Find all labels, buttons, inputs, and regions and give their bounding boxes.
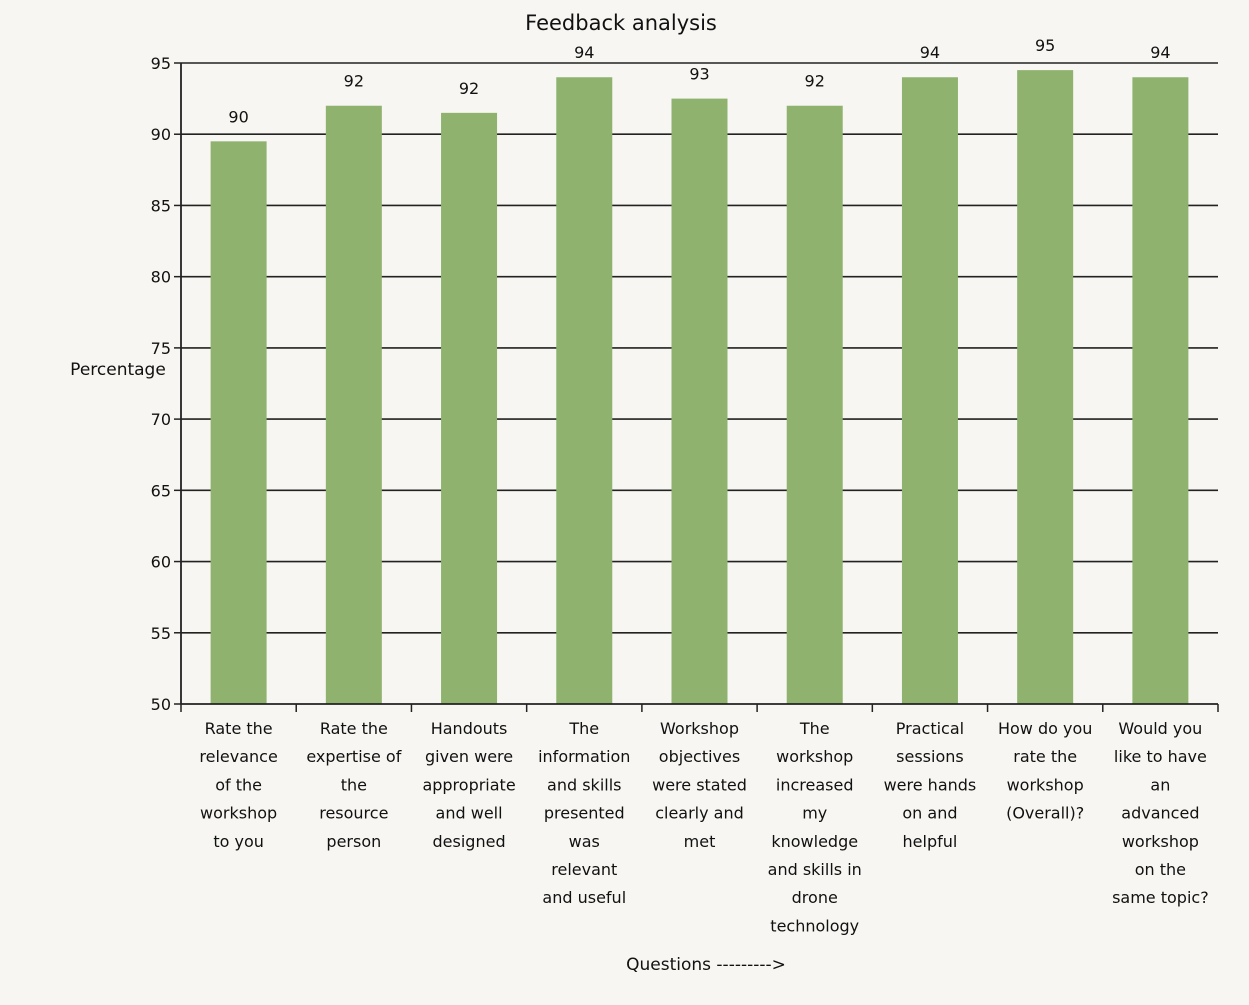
bar — [901, 77, 958, 704]
y-tick-label: 70 — [151, 410, 171, 429]
data-label: 94 — [574, 43, 594, 62]
y-tick-label: 65 — [151, 481, 171, 500]
bar — [210, 141, 267, 704]
bar — [1017, 70, 1074, 705]
y-tick-label: 55 — [151, 624, 171, 643]
y-tick-label: 60 — [151, 553, 171, 572]
data-label: 94 — [1150, 43, 1170, 62]
labels: 90 92 92 94 93 92 94 95 94 Rate the relevance of th… — [199, 36, 1208, 935]
x-tick-label: Handouts given were appropriate and well des… — [422, 719, 515, 851]
x-tick-label: Would you like to have an advanced workshop o… — [1112, 719, 1209, 907]
x-tick-label: The workshop increased my knowledge and skill… — [768, 719, 862, 935]
bar — [441, 112, 498, 705]
bar — [671, 98, 728, 705]
data-label: 94 — [920, 43, 940, 62]
y-tick-label: 85 — [151, 196, 171, 215]
data-label: 93 — [689, 65, 709, 84]
data-label: 92 — [805, 72, 825, 91]
bar — [325, 105, 382, 704]
y-tick-label: 80 — [151, 268, 171, 287]
data-label: 90 — [228, 107, 248, 126]
bar — [556, 77, 613, 704]
axes: 50 55 60 65 70 75 80 85 90 95 — [151, 54, 1219, 714]
bars — [210, 70, 1189, 705]
y-tick-label: 95 — [151, 54, 171, 73]
y-tick-label: 75 — [151, 339, 171, 358]
y-tick-label: 90 — [151, 125, 171, 144]
x-tick-label: Workshop objectives were stated clearly and… — [652, 719, 747, 851]
x-axis-label: Questions ---------> — [626, 955, 786, 975]
y-axis-label: Percentage — [70, 360, 166, 380]
data-label: 92 — [344, 72, 364, 91]
x-tick-label: The information and skills presented was rele… — [538, 719, 630, 907]
data-label: 95 — [1035, 36, 1055, 55]
bar — [786, 105, 843, 704]
x-tick-label: Rate the expertise of the resource person — [306, 719, 401, 851]
data-label: 92 — [459, 79, 479, 98]
bar — [1132, 77, 1189, 704]
y-tick-label: 50 — [151, 695, 171, 714]
chart-title: Feedback analysis — [525, 11, 717, 35]
x-tick-label: Practical sessions were hands on and helpful — [884, 719, 977, 851]
x-tick-label: Rate the relevance of the workshop to you — [199, 719, 277, 851]
x-tick-label: How do you rate the workshop (Overall)? — [998, 719, 1092, 823]
